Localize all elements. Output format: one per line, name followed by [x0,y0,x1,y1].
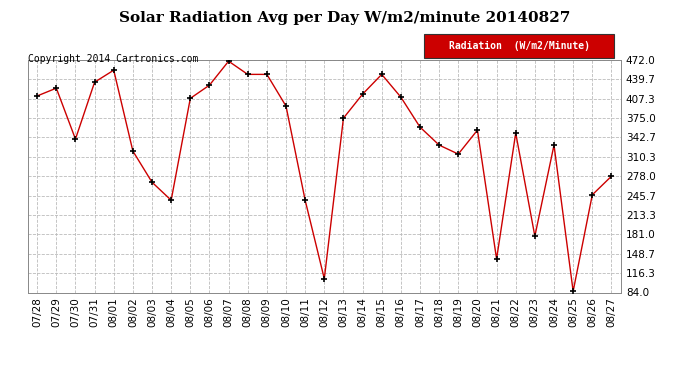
Text: Solar Radiation Avg per Day W/m2/minute 20140827: Solar Radiation Avg per Day W/m2/minute … [119,11,571,25]
Text: Copyright 2014 Cartronics.com: Copyright 2014 Cartronics.com [28,54,198,64]
Text: Radiation  (W/m2/Minute): Radiation (W/m2/Minute) [448,41,590,51]
